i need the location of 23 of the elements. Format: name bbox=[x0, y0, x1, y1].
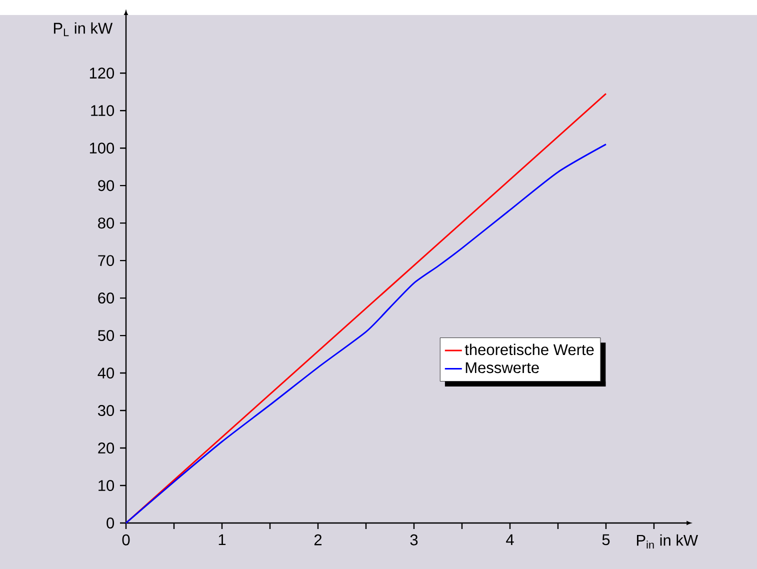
y-tick-label: 40 bbox=[98, 368, 114, 379]
y-tick-label: 70 bbox=[98, 255, 114, 266]
y-tick-label: 120 bbox=[90, 68, 114, 79]
legend-label: theoretische Werte bbox=[464, 344, 594, 356]
x-tick-label: 3 bbox=[410, 534, 418, 546]
y-tick-label: 60 bbox=[98, 292, 114, 304]
y-tick-label: 110 bbox=[91, 105, 114, 116]
x-tick-label: 5 bbox=[602, 534, 610, 546]
y-tick-label: 90 bbox=[98, 180, 114, 192]
x-tick-label: 1 bbox=[218, 534, 226, 546]
x-tick-label: 4 bbox=[506, 534, 514, 546]
y-tick-label: 30 bbox=[98, 405, 114, 416]
x-tick-label: 2 bbox=[314, 534, 322, 546]
y-tick-label: 20 bbox=[98, 442, 114, 454]
y-tick-label: 100 bbox=[90, 142, 114, 154]
y-tick-label: 0 bbox=[106, 518, 114, 528]
y-tick-label: 50 bbox=[98, 330, 114, 342]
y-tick-label: 10 bbox=[98, 480, 114, 491]
y-axis-title: P$_{L}$ in kW bbox=[54, 22, 113, 36]
x-tick-label: 0 bbox=[122, 534, 130, 546]
legend-label: Messwerte bbox=[466, 362, 539, 374]
x-axis-title: P$_{in}$ in kW bbox=[636, 534, 698, 549]
y-tick-label: 80 bbox=[98, 218, 114, 229]
